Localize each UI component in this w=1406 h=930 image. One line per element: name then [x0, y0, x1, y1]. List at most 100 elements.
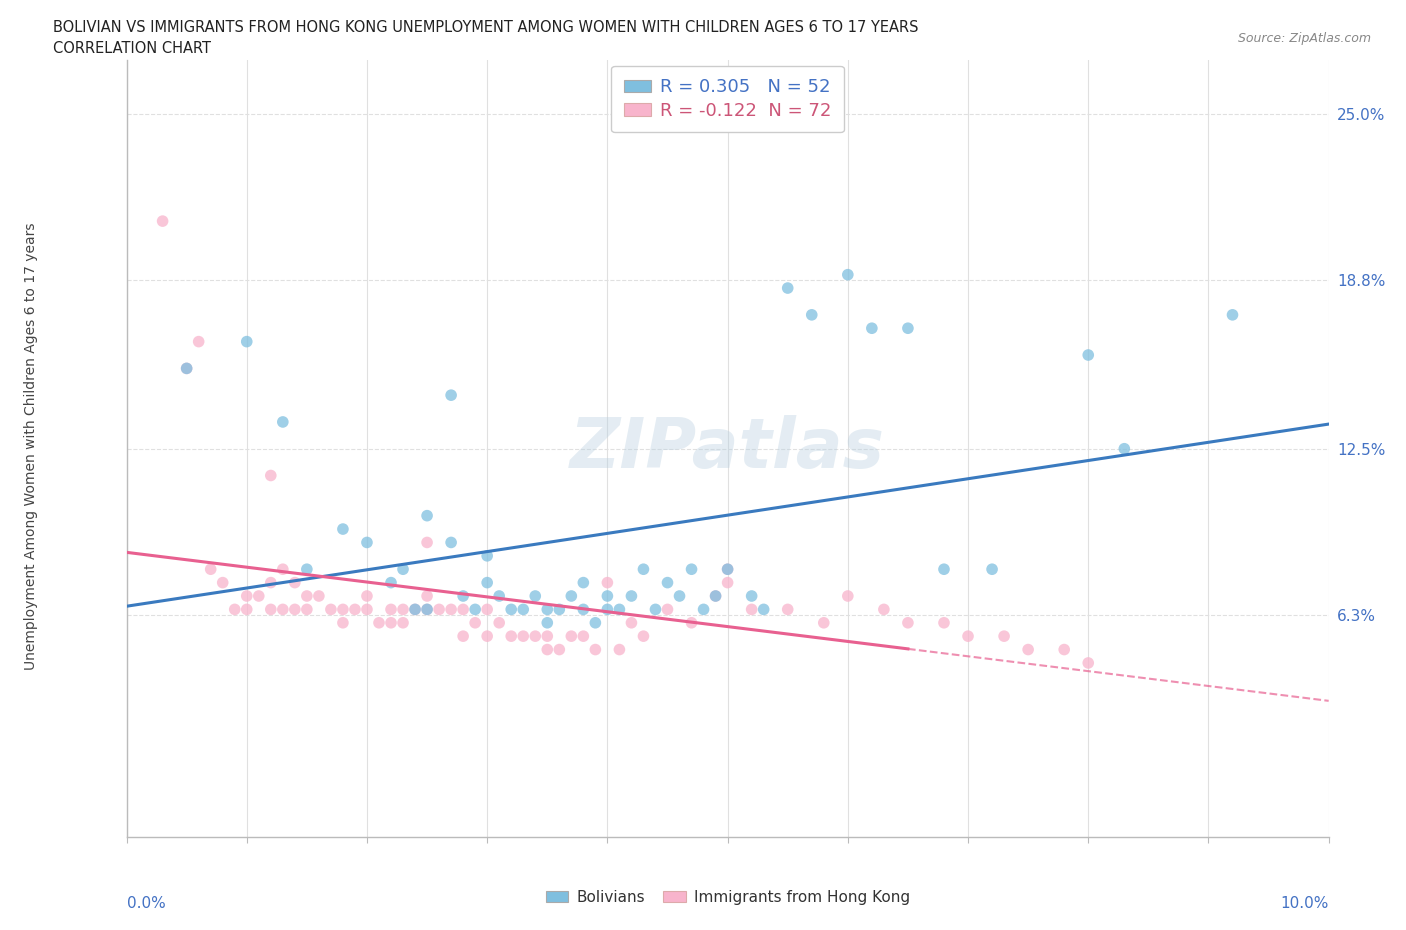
Point: [741, 589, 763, 604]
Point: [416, 508, 439, 523]
Point: [475, 629, 498, 644]
Point: [657, 575, 679, 590]
Point: [332, 616, 354, 631]
Point: [284, 602, 307, 617]
Point: [596, 575, 619, 590]
Point: [464, 616, 486, 631]
Point: [1114, 442, 1136, 457]
Point: [475, 602, 498, 617]
Point: [211, 575, 233, 590]
Point: [572, 575, 595, 590]
Point: [524, 589, 547, 604]
Point: [332, 602, 354, 617]
Point: [609, 602, 631, 617]
Point: [488, 616, 510, 631]
Point: [633, 629, 655, 644]
Point: [932, 616, 955, 631]
Point: [416, 602, 439, 617]
Point: [501, 629, 523, 644]
Point: [380, 575, 402, 590]
Point: [583, 616, 606, 631]
Point: [176, 361, 198, 376]
Point: [716, 575, 740, 590]
Point: [284, 575, 307, 590]
Point: [200, 562, 222, 577]
Text: CORRELATION CHART: CORRELATION CHART: [53, 41, 211, 56]
Point: [501, 602, 523, 617]
Point: [741, 602, 763, 617]
Point: [560, 629, 582, 644]
Point: [247, 589, 270, 604]
Point: [644, 602, 666, 617]
Point: [716, 562, 740, 577]
Point: [548, 642, 571, 657]
Point: [260, 468, 283, 483]
Point: [548, 602, 571, 617]
Text: Source: ZipAtlas.com: Source: ZipAtlas.com: [1237, 32, 1371, 45]
Point: [440, 535, 463, 550]
Point: [681, 616, 703, 631]
Point: [308, 589, 330, 604]
Point: [776, 281, 799, 296]
Point: [692, 602, 714, 617]
Point: [380, 602, 402, 617]
Point: [609, 642, 631, 657]
Point: [583, 642, 606, 657]
Point: [392, 616, 415, 631]
Point: [368, 616, 391, 631]
Point: [295, 562, 318, 577]
Point: [356, 589, 378, 604]
Point: [1053, 642, 1076, 657]
Point: [380, 616, 402, 631]
Point: [860, 321, 883, 336]
Point: [235, 602, 259, 617]
Point: [536, 616, 558, 631]
Point: [260, 602, 283, 617]
Point: [716, 562, 740, 577]
Point: [404, 602, 426, 617]
Point: [837, 267, 859, 282]
Point: [356, 535, 378, 550]
Point: [475, 549, 498, 564]
Point: [560, 589, 582, 604]
Point: [572, 629, 595, 644]
Point: [776, 602, 799, 617]
Point: [176, 361, 198, 376]
Point: [800, 308, 823, 323]
Point: [451, 589, 474, 604]
Point: [440, 388, 463, 403]
Point: [356, 602, 378, 617]
Text: 0.0%: 0.0%: [127, 896, 166, 910]
Point: [512, 602, 534, 617]
Point: [1222, 308, 1244, 323]
Point: [633, 562, 655, 577]
Legend: Bolivians, Immigrants from Hong Kong: Bolivians, Immigrants from Hong Kong: [540, 884, 915, 910]
Point: [837, 589, 859, 604]
Point: [271, 602, 294, 617]
Text: ZIPatlas: ZIPatlas: [569, 415, 886, 483]
Point: [1077, 348, 1099, 363]
Point: [873, 602, 896, 617]
Point: [536, 629, 558, 644]
Point: [416, 535, 439, 550]
Point: [271, 415, 294, 430]
Point: [704, 589, 727, 604]
Point: [416, 589, 439, 604]
Point: [681, 562, 703, 577]
Point: [897, 321, 920, 336]
Point: [512, 629, 534, 644]
Point: [488, 589, 510, 604]
Point: [620, 616, 643, 631]
Point: [993, 629, 1015, 644]
Point: [524, 629, 547, 644]
Point: [752, 602, 775, 617]
Point: [536, 602, 558, 617]
Point: [620, 589, 643, 604]
Text: Unemployment Among Women with Children Ages 6 to 17 years: Unemployment Among Women with Children A…: [24, 222, 38, 671]
Point: [813, 616, 835, 631]
Point: [572, 602, 595, 617]
Text: BOLIVIAN VS IMMIGRANTS FROM HONG KONG UNEMPLOYMENT AMONG WOMEN WITH CHILDREN AGE: BOLIVIAN VS IMMIGRANTS FROM HONG KONG UN…: [53, 20, 920, 35]
Point: [596, 589, 619, 604]
Point: [451, 602, 474, 617]
Point: [668, 589, 690, 604]
